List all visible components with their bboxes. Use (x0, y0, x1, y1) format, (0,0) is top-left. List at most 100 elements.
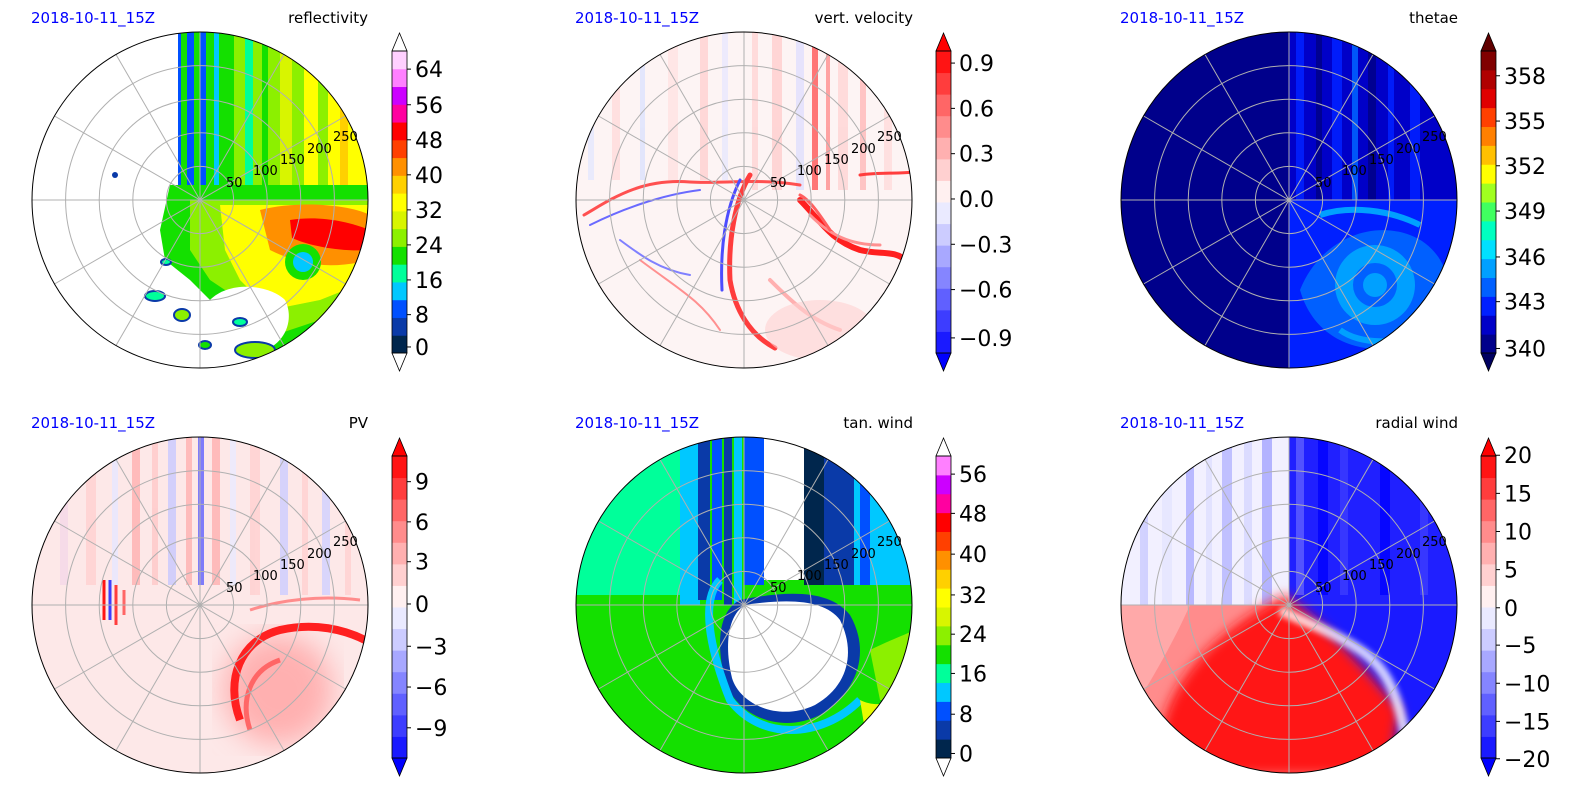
colorbar-segment (936, 137, 951, 160)
colorbar-extend-high (935, 436, 952, 457)
r-tick-label: 200 (851, 142, 876, 157)
colorbar-segment (1481, 499, 1496, 522)
polar-frame (575, 31, 913, 369)
colorbar-tick-label: −0.3 (959, 233, 1012, 258)
colorbar-tick-label: −0.6 (959, 279, 1012, 304)
colorbar-tick-label: 355 (1504, 110, 1546, 135)
colorbar-tick-label: 8 (415, 304, 429, 329)
colorbar-segment (392, 193, 407, 212)
panel-title: vert. velocity (815, 9, 913, 27)
colorbar-tick-label: 10 (1504, 521, 1532, 546)
colorbar-segment (936, 331, 951, 354)
panel-title: reflectivity (288, 9, 368, 27)
colorbar-segment (936, 720, 951, 740)
colorbar-segment (1481, 456, 1496, 479)
colorbar-extend-low (391, 757, 408, 778)
polar-frame (31, 31, 369, 369)
colorbar-tan-wind: 0 8 16 24 32 40 48 56 (935, 436, 987, 778)
colorbar-extend-low (391, 352, 408, 373)
colorbar-segment (936, 663, 951, 684)
r-tick-label: 200 (1396, 547, 1421, 562)
colorbar-tick-label: 349 (1504, 200, 1546, 225)
colorbar-segment (936, 72, 951, 95)
colorbar-segment (392, 736, 407, 759)
colorbar-segment (936, 550, 951, 570)
colorbar-segment (936, 739, 951, 759)
r-tick-label: 100 (1342, 164, 1367, 179)
colorbar-tick-label: −0.9 (959, 327, 1012, 352)
colorbar-segment (392, 317, 407, 336)
colorbar-segment (392, 175, 407, 194)
colorbar-segment (1481, 585, 1496, 608)
colorbar-tick-label: −15 (1504, 710, 1550, 735)
r-tick-label: 100 (253, 164, 278, 179)
r-tick-label: 250 (333, 130, 358, 145)
colorbar-segment (392, 456, 407, 479)
r-tick-label: 50 (226, 176, 243, 191)
r-tick-label: 150 (824, 558, 849, 573)
colorbar-tick-label: 340 (1504, 337, 1546, 362)
colorbar-tick-label: −10 (1504, 672, 1550, 697)
colorbar-frame (1480, 455, 1497, 759)
colorbar-tick-label: 40 (415, 164, 443, 189)
colorbar-segment (392, 281, 407, 301)
colorbar-segment (1481, 145, 1496, 165)
colorbar-tick-label: 346 (1504, 246, 1546, 271)
colorbar-segment (936, 682, 951, 702)
colorbar-segment (392, 542, 407, 565)
colorbar-segment (1481, 88, 1496, 109)
panel-title: thetae (1409, 9, 1458, 27)
r-tick-label: 50 (1315, 581, 1332, 596)
colorbar-tick-label: 24 (959, 623, 987, 648)
colorbar-extend-low (935, 757, 952, 778)
colorbar-extend-low (935, 352, 952, 373)
colorbar-tick-label: 0.6 (959, 97, 994, 122)
colorbar-tick-label: 56 (415, 94, 443, 119)
colorbar-extend-high (1480, 436, 1497, 457)
polar-grid (32, 32, 368, 368)
colorbar-segment (1481, 277, 1496, 297)
colorbar-vert-velocity: 0.9 0.6 0.3 0.0 −0.3 −0.6 −0.9 (935, 31, 1012, 373)
panel-title: PV (349, 414, 369, 432)
colorbar-segment (392, 139, 407, 159)
polar-grid (576, 437, 912, 773)
polar-grid (1121, 32, 1457, 368)
r-tick-label: 150 (280, 153, 305, 168)
polar-frame (575, 436, 913, 774)
panel-date: 2018-10-11_15Z (31, 9, 155, 28)
r-tick-label: 150 (824, 153, 849, 168)
r-tick-label: 250 (877, 535, 902, 550)
colorbar-tick-label: 0.9 (959, 52, 994, 77)
r-tick-label: 150 (1369, 558, 1394, 573)
colorbar-frame (1480, 50, 1497, 354)
polar-grid (1121, 437, 1457, 773)
colorbar-segment (1481, 315, 1496, 335)
colorbar-tick-label: 32 (415, 199, 443, 224)
r-tick-label: 250 (1422, 130, 1447, 145)
colorbar-segment (392, 563, 407, 586)
colorbar-segment (392, 693, 407, 716)
colorbar-tick-label: −3 (415, 635, 447, 660)
r-tick-label: 200 (307, 547, 332, 562)
colorbar-tick-label: 0 (959, 742, 973, 767)
panel-thetae: 50 100 150 200 250 2018-10-11_15Z thetae… (1120, 9, 1546, 373)
colorbar-segment (392, 671, 407, 694)
colorbar-tick-label: 24 (415, 234, 443, 259)
colorbar-segment (936, 266, 951, 289)
colorbar-tick-label: 9 (415, 471, 429, 496)
polar-frame (1120, 436, 1458, 774)
colorbar-segment (392, 628, 407, 651)
colorbar-segment (392, 246, 407, 265)
r-tick-label: 50 (770, 581, 787, 596)
colorbar-segment (936, 158, 951, 181)
colorbar-segment (1481, 650, 1496, 673)
r-tick-label: 150 (280, 558, 305, 573)
colorbar-extend-high (935, 31, 952, 52)
colorbar-segment (936, 309, 951, 332)
colorbar-segment (936, 474, 951, 495)
colorbar-tick-label: 3 (415, 551, 429, 576)
colorbar-tick-label: 5 (1504, 559, 1518, 584)
colorbar-segment (936, 288, 951, 311)
colorbar-segment (1481, 239, 1496, 260)
colorbar-segment (1481, 736, 1496, 759)
